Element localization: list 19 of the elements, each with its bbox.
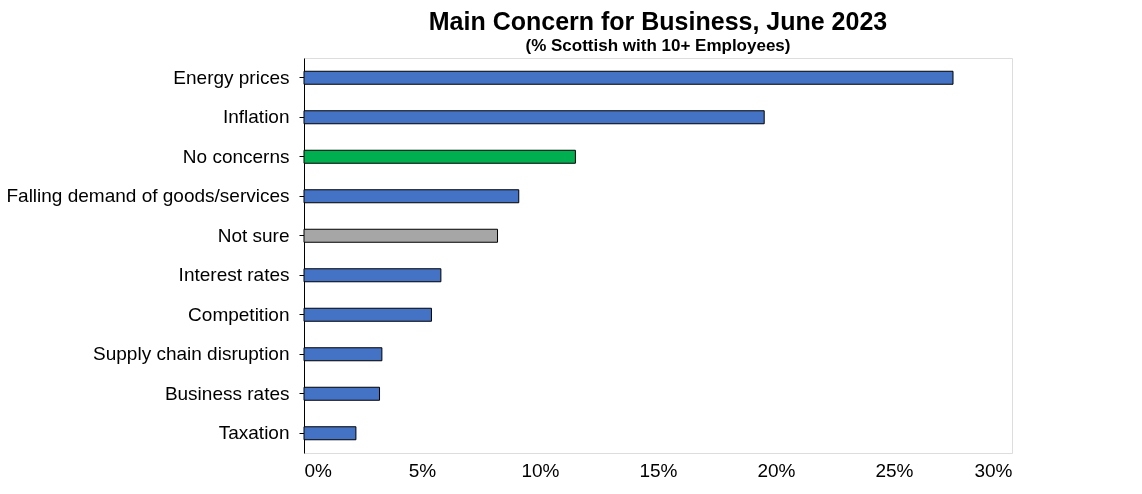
y-tick-label: Inflation: [222, 106, 290, 128]
x-tick-label: 0%: [304, 459, 333, 481]
y-tick-label: Taxation: [218, 422, 290, 444]
chart-subtitle: (% Scottish with 10+ Employees): [525, 36, 791, 55]
x-tick-label: 10%: [521, 459, 560, 481]
y-tick-label: Falling demand of goods/services: [6, 185, 290, 207]
chart-title: Main Concern for Business, June 2023: [428, 7, 888, 35]
x-tick-label: 25%: [875, 459, 914, 481]
y-tick-label: Competition: [188, 303, 290, 325]
x-tick-label: 5%: [408, 459, 437, 481]
y-tick-label: No concerns: [182, 145, 290, 167]
x-tick-label: 30%: [974, 459, 1013, 481]
x-tick-label: 20%: [757, 459, 796, 481]
y-tick-label: Business rates: [164, 382, 290, 404]
y-tick-label: Supply chain disruption: [93, 343, 290, 365]
x-tick-label: 15%: [639, 459, 678, 481]
y-tick-label: Not sure: [217, 224, 290, 246]
y-tick-label: Energy prices: [173, 66, 290, 88]
y-tick-label: Interest rates: [178, 264, 290, 286]
